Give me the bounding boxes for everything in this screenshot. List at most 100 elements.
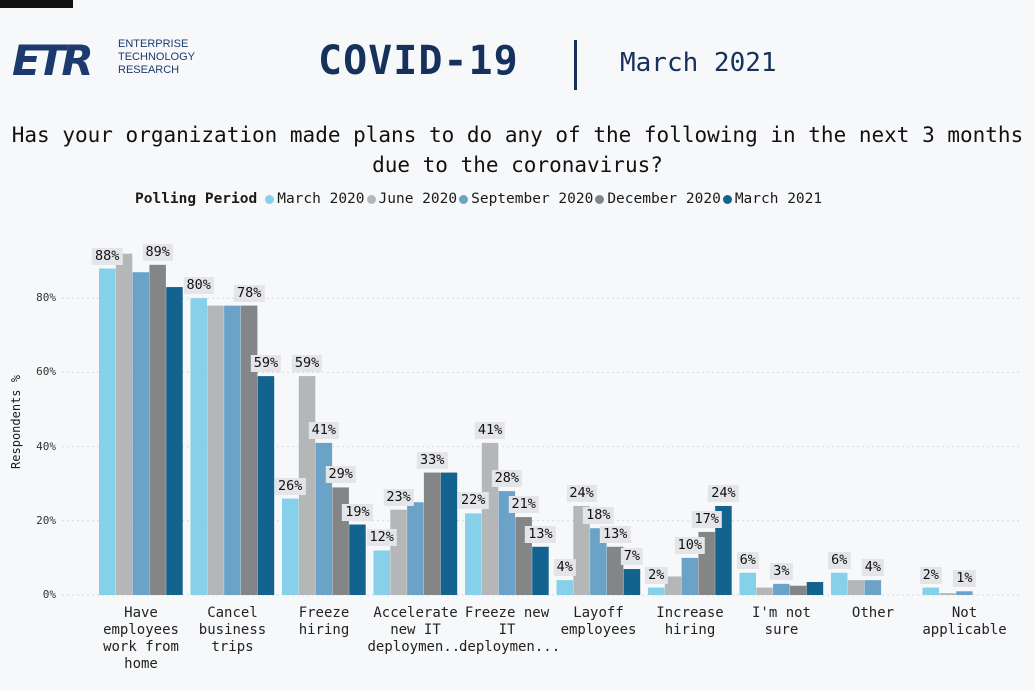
x-tick-label: Other [851, 605, 895, 621]
bar [606, 546, 624, 595]
y-tick-label: 0% [42, 588, 56, 601]
bar [224, 305, 241, 595]
bar [831, 572, 848, 595]
legend-label: March 2020 [277, 191, 365, 207]
y-tick-label: 80% [36, 291, 56, 305]
x-tick-label: Layoff employees [560, 605, 637, 638]
bar [773, 583, 790, 595]
bar [207, 305, 224, 595]
etr-logo: ETR ENTERPRISE TECHNOLOGY RESEARCH [12, 38, 222, 83]
data-label: 13% [525, 525, 556, 543]
data-label: 78% [233, 284, 265, 302]
bar [590, 528, 607, 595]
data-label: 10% [674, 536, 706, 554]
legend-dot [366, 194, 376, 204]
bar [99, 268, 116, 595]
data-label: 2% [645, 566, 668, 584]
data-label: 24% [566, 484, 597, 502]
data-label: 12% [366, 529, 397, 547]
data-label: 18% [583, 507, 614, 525]
y-tick-label: 20% [36, 513, 56, 527]
data-label: 13% [599, 525, 631, 543]
bar [149, 264, 166, 595]
bar [739, 572, 756, 595]
legend-label: December 2020 [607, 191, 721, 207]
bar [481, 442, 499, 595]
legend-title: Polling Period [135, 191, 258, 207]
bar [715, 505, 732, 595]
data-label: 33% [416, 451, 448, 469]
chart-legend: Polling Period March 2020 June 2020 Sept… [135, 191, 824, 207]
bar [681, 557, 699, 595]
bar [166, 287, 183, 595]
bar [648, 587, 665, 595]
data-label: 4% [553, 559, 576, 577]
data-label: 26% [275, 477, 306, 495]
bar [956, 591, 973, 595]
data-label: 59% [291, 355, 323, 373]
legend-dot [265, 194, 275, 204]
y-tick-label: 40% [36, 439, 56, 453]
x-tick-label: Have employees work from home [103, 605, 179, 672]
bar [556, 580, 573, 595]
bar [132, 272, 150, 595]
bar [240, 305, 258, 595]
x-tick-label: Freeze new IT deploymen... [459, 605, 561, 655]
bar [498, 491, 516, 595]
logo-line: ENTERPRISE [118, 38, 189, 50]
data-label: 3% [770, 562, 793, 580]
legend-dot [722, 194, 732, 204]
x-tick-label: Freeze hiring [298, 605, 350, 638]
logo-line: TECHNOLOGY [118, 51, 196, 63]
logo-wordmark: ENTERPRISE TECHNOLOGY RESEARCH [118, 38, 195, 77]
data-label: 29% [325, 466, 356, 484]
data-label: 19% [342, 503, 373, 521]
y-tick-label: 60% [36, 365, 56, 379]
x-tick-label: I'm not sure [751, 605, 811, 638]
data-label: 88% [92, 247, 123, 265]
bar [939, 593, 956, 595]
data-label: 6% [736, 551, 759, 569]
legend-item: September 2020 [459, 191, 593, 207]
bar [847, 580, 865, 595]
bar [190, 298, 207, 595]
chart-question: Has your organization made plans to do a… [11, 123, 1024, 177]
bar [623, 569, 641, 595]
bar [465, 513, 482, 595]
bar [756, 587, 773, 595]
bar [664, 576, 682, 595]
bar [257, 376, 275, 595]
data-label: 24% [708, 484, 739, 502]
bar [573, 505, 590, 595]
logo-line: RESEARCH [118, 64, 180, 76]
data-label: 4% [861, 559, 884, 577]
bar [806, 582, 824, 595]
x-tick-label: Not applicable [922, 605, 1007, 638]
x-tick-label: Cancel business trips [198, 605, 267, 655]
header-period: March 2021 [620, 48, 777, 78]
bar [789, 585, 807, 595]
legend-item: December 2020 [595, 191, 721, 207]
x-tick-label: Increase hiring [656, 605, 724, 638]
data-label: 80% [183, 277, 214, 295]
legend-dot [595, 194, 605, 204]
data-label: 7% [620, 548, 644, 566]
bar [532, 546, 549, 595]
data-label: 17% [691, 510, 722, 528]
data-label: 23% [383, 488, 414, 506]
bar [922, 587, 939, 595]
top-black-bar [0, 0, 73, 8]
legend-item: June 2020 [366, 191, 457, 207]
logo-mark: ETR [12, 36, 94, 85]
bar [423, 472, 441, 595]
data-label: 89% [142, 243, 173, 261]
legend-label: March 2021 [734, 191, 823, 207]
bar [349, 524, 366, 595]
data-label: 1% [953, 570, 976, 588]
bar [390, 509, 407, 595]
x-tick-label: Accelerate new IT deploymen... [367, 605, 469, 655]
data-label: 21% [508, 496, 539, 514]
legend-label: September 2020 [471, 191, 594, 207]
data-label: 41% [474, 421, 506, 439]
